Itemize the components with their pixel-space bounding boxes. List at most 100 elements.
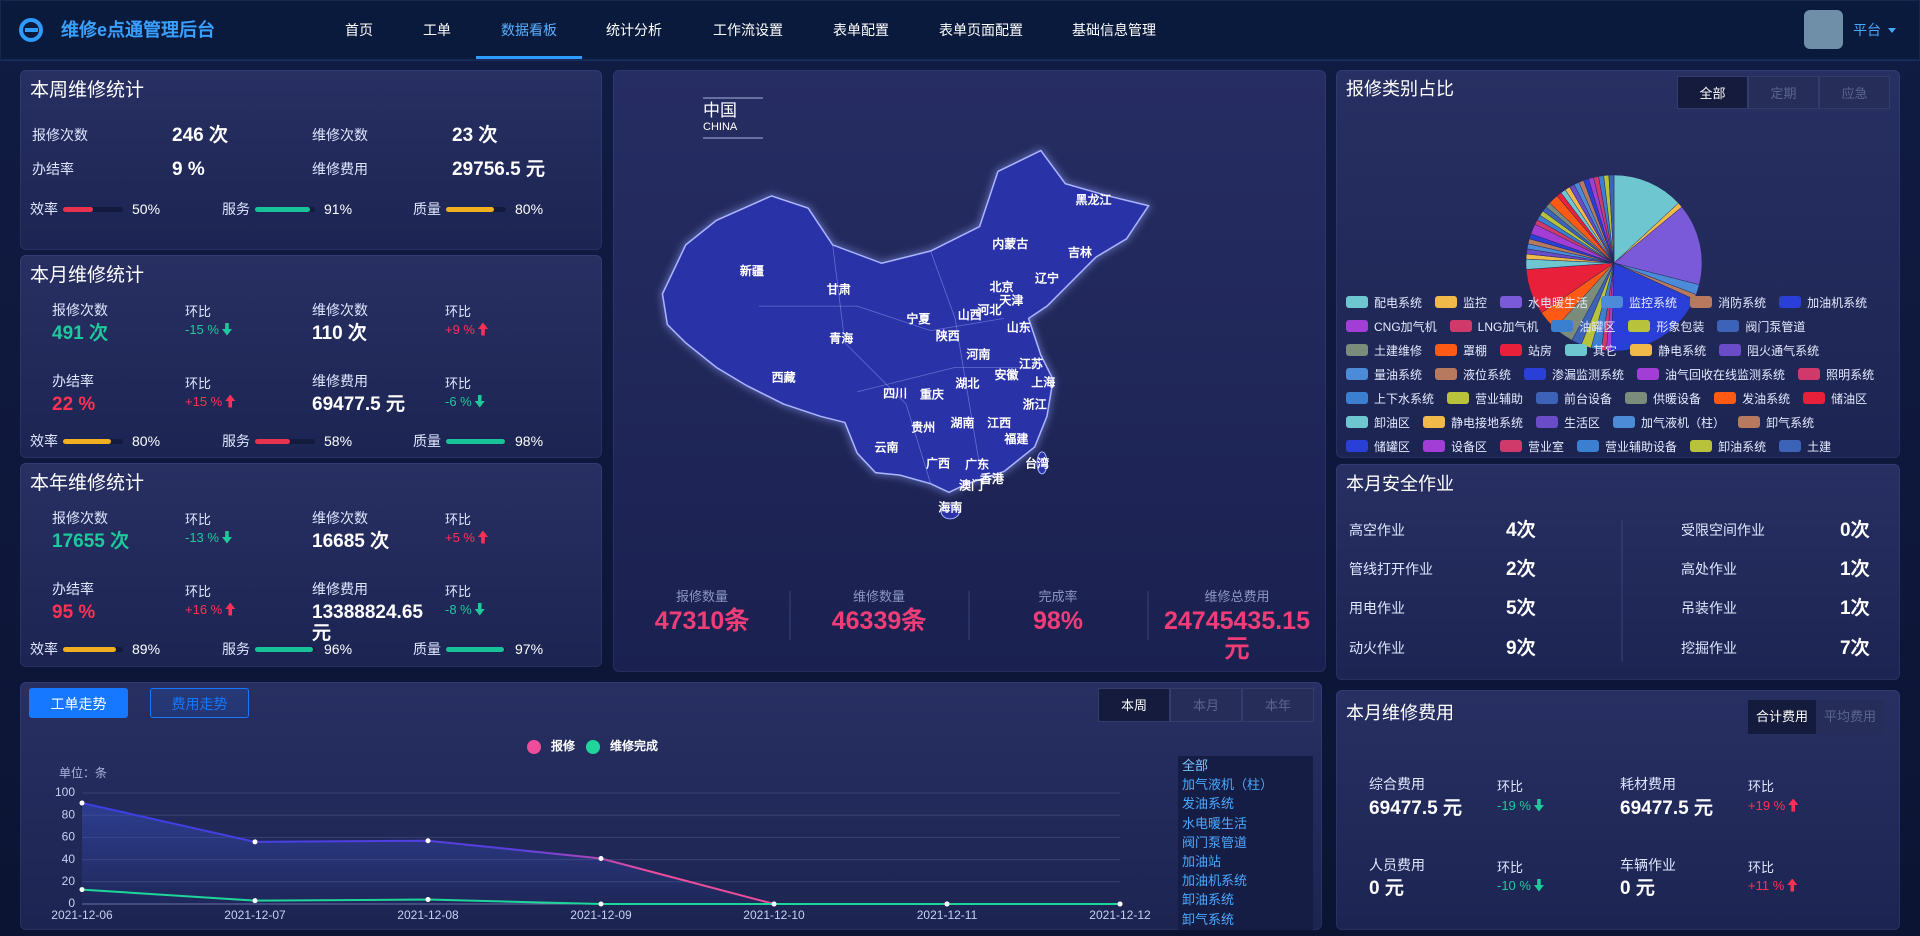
category-tab[interactable]: 全部 bbox=[1677, 76, 1748, 109]
legend-item[interactable]: 静电系统 bbox=[1630, 338, 1706, 362]
nav-item[interactable]: 数据看板 bbox=[501, 22, 557, 38]
category-tab[interactable]: 应急 bbox=[1819, 76, 1890, 109]
province-label: 广西 bbox=[926, 455, 950, 470]
legend-item[interactable]: 营业室 bbox=[1500, 434, 1564, 458]
province-border bbox=[832, 244, 932, 484]
safety-value: 4次 bbox=[1506, 519, 1536, 541]
meter-label: 服务 bbox=[222, 641, 250, 657]
legend-item[interactable]: 卸气系统 bbox=[1738, 410, 1814, 434]
legend-item[interactable]: 卸油系统 bbox=[1690, 434, 1766, 458]
legend-text: 消防系统 bbox=[1718, 295, 1767, 310]
filter-item[interactable]: 发油系统 bbox=[1182, 796, 1235, 812]
user-name[interactable]: 平台 bbox=[1853, 22, 1881, 38]
period-tab[interactable]: 本周 bbox=[1098, 688, 1170, 722]
legend-item[interactable]: 监控 bbox=[1435, 290, 1487, 314]
legend-item[interactable]: 照明系统 bbox=[1798, 362, 1874, 386]
nav-item[interactable]: 表单配置 bbox=[833, 22, 889, 38]
legend-text: 加油机系统 bbox=[1807, 295, 1868, 310]
nav-item[interactable]: 工作流设置 bbox=[713, 22, 783, 38]
province-label: 江苏 bbox=[1019, 356, 1043, 371]
legend-item[interactable]: 发油系统 bbox=[1714, 386, 1790, 410]
legend-item[interactable]: 土建 bbox=[1779, 434, 1831, 458]
period-tab[interactable]: 本月 bbox=[1170, 688, 1242, 722]
filter-item[interactable]: 水电暖生活 bbox=[1182, 815, 1248, 831]
stat-value: 23 次 bbox=[452, 124, 498, 146]
legend-item[interactable]: 储油区 bbox=[1803, 386, 1867, 410]
legend-swatch bbox=[1803, 392, 1826, 404]
province-label: 浙江 bbox=[1023, 396, 1047, 411]
nav-item[interactable]: 基础信息管理 bbox=[1072, 22, 1156, 38]
safety-value: 1次 bbox=[1840, 558, 1870, 580]
nav-item[interactable]: 首页 bbox=[345, 22, 373, 38]
legend-item[interactable]: 营业辅助 bbox=[1447, 386, 1523, 410]
legend-item[interactable]: LNG加气机 bbox=[1449, 314, 1538, 338]
meter-value: 80% bbox=[132, 433, 161, 449]
legend-item[interactable]: 液位系统 bbox=[1435, 362, 1511, 386]
legend-swatch bbox=[1435, 296, 1458, 308]
total-value: 46339条 bbox=[831, 607, 927, 635]
meter-fill bbox=[255, 438, 290, 444]
legend-item[interactable]: 生活区 bbox=[1536, 410, 1600, 434]
safety-label: 挖掘作业 bbox=[1681, 640, 1737, 656]
legend-item[interactable]: 配电系统 bbox=[1346, 290, 1422, 314]
ratio-label: 环比 bbox=[185, 583, 212, 599]
legend-item[interactable]: 加油机系统 bbox=[1779, 290, 1867, 314]
legend-item[interactable]: 油气回收在线监测系统 bbox=[1637, 362, 1785, 386]
legend-text: 量油系统 bbox=[1374, 367, 1423, 382]
ratio-label: 环比 bbox=[1497, 778, 1524, 794]
x-tick-label: 2021-12-08 bbox=[397, 908, 459, 922]
trend-tab[interactable]: 费用走势 bbox=[150, 688, 249, 718]
trend-arrow bbox=[225, 394, 236, 408]
legend-swatch bbox=[1500, 296, 1523, 308]
user-caret[interactable] bbox=[1888, 28, 1896, 33]
legend-item[interactable]: 土建维修 bbox=[1346, 338, 1422, 362]
ratio: +16 % bbox=[185, 601, 236, 617]
legend-item[interactable]: 渗漏监测系统 bbox=[1524, 362, 1624, 386]
meter-value: 89% bbox=[132, 641, 161, 657]
legend-item[interactable]: 量油系统 bbox=[1346, 362, 1422, 386]
ratio-label: 环比 bbox=[1748, 778, 1775, 794]
cost-tab[interactable]: 平均费用 bbox=[1816, 700, 1884, 734]
nav-item[interactable]: 工单 bbox=[423, 22, 451, 38]
filter-item[interactable]: 卸油系统 bbox=[1182, 892, 1235, 908]
period-tab[interactable]: 本年 bbox=[1242, 688, 1314, 722]
legend-item[interactable]: 静电接地系统 bbox=[1423, 410, 1523, 434]
legend-item[interactable]: 消防系统 bbox=[1690, 290, 1766, 314]
legend-item[interactable]: 营业辅助设备 bbox=[1577, 434, 1677, 458]
filter-item[interactable]: 全部 bbox=[1182, 758, 1209, 773]
legend-item[interactable]: 前台设备 bbox=[1536, 386, 1612, 410]
legend-item[interactable]: 监控系统 bbox=[1601, 290, 1677, 314]
app-title: 维修e点通管理后台 bbox=[61, 20, 216, 40]
legend-item[interactable]: 阻火通气系统 bbox=[1719, 338, 1819, 362]
filter-item[interactable]: 卸气系统 bbox=[1182, 911, 1235, 927]
legend-item[interactable]: 供暖设备 bbox=[1625, 386, 1701, 410]
legend-text: 土建维修 bbox=[1374, 343, 1423, 358]
nav-item[interactable]: 表单页面配置 bbox=[939, 22, 1023, 38]
legend-item[interactable]: 其它 bbox=[1565, 338, 1617, 362]
logo-bar bbox=[25, 28, 38, 32]
legend-item[interactable]: 油罐区 bbox=[1551, 314, 1615, 338]
trend-tab[interactable]: 工单走势 bbox=[29, 688, 128, 718]
legend-item[interactable]: CNG加气机 bbox=[1346, 314, 1437, 338]
legend-item[interactable]: 加气液机（柱） bbox=[1613, 410, 1725, 434]
nav-item[interactable]: 统计分析 bbox=[606, 22, 662, 38]
legend-swatch bbox=[1798, 368, 1821, 380]
filter-item[interactable]: 加油机系统 bbox=[1182, 873, 1248, 889]
cost-tab[interactable]: 合计费用 bbox=[1748, 700, 1816, 734]
filter-item[interactable]: 阀门泵管道 bbox=[1182, 834, 1248, 850]
legend-item[interactable]: 设备区 bbox=[1423, 434, 1487, 458]
category-tab[interactable]: 定期 bbox=[1748, 76, 1819, 109]
legend-item[interactable]: 形象包装 bbox=[1628, 314, 1704, 338]
filter-item[interactable]: 加气液机（柱） bbox=[1182, 777, 1274, 793]
filter-item[interactable]: 加油站 bbox=[1182, 854, 1222, 870]
legend-item[interactable]: 上下水系统 bbox=[1346, 386, 1434, 410]
legend-item[interactable]: 站房 bbox=[1500, 338, 1552, 362]
legend-item[interactable]: 卸油区 bbox=[1346, 410, 1410, 434]
legend-item[interactable]: 水电暖生活 bbox=[1500, 290, 1588, 314]
province-label: 香港 bbox=[979, 471, 1005, 486]
legend-item[interactable]: 罩棚 bbox=[1435, 338, 1487, 362]
stat-value: 491 次 bbox=[52, 322, 108, 344]
legend-item[interactable]: 阀门泵管道 bbox=[1717, 314, 1805, 338]
legend-item[interactable]: 储罐区 bbox=[1346, 434, 1410, 458]
avatar[interactable] bbox=[1804, 10, 1843, 49]
